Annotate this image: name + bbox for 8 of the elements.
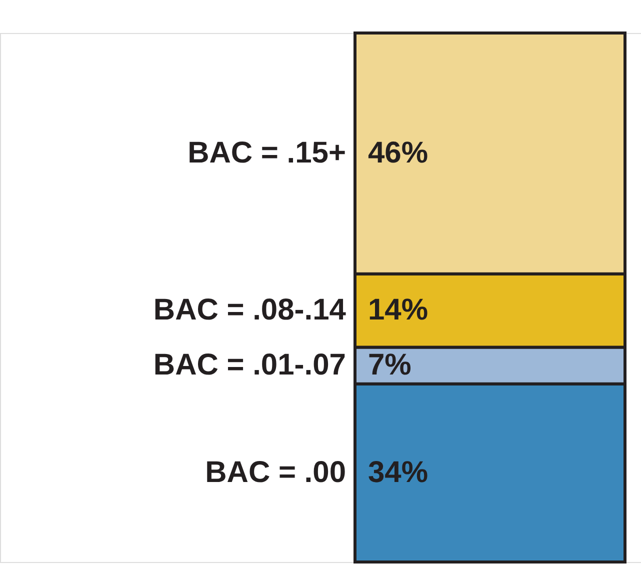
series-label: BAC = .08-.14 xyxy=(153,294,346,327)
data-label: 46% xyxy=(368,136,428,170)
data-label: 7% xyxy=(368,348,412,382)
series-label: BAC = .00 xyxy=(205,456,346,489)
data-label: 34% xyxy=(368,456,428,489)
series-label: BAC = .15+ xyxy=(188,136,346,170)
data-label: 14% xyxy=(368,294,428,327)
series-label: BAC = .01-.07 xyxy=(153,348,346,382)
